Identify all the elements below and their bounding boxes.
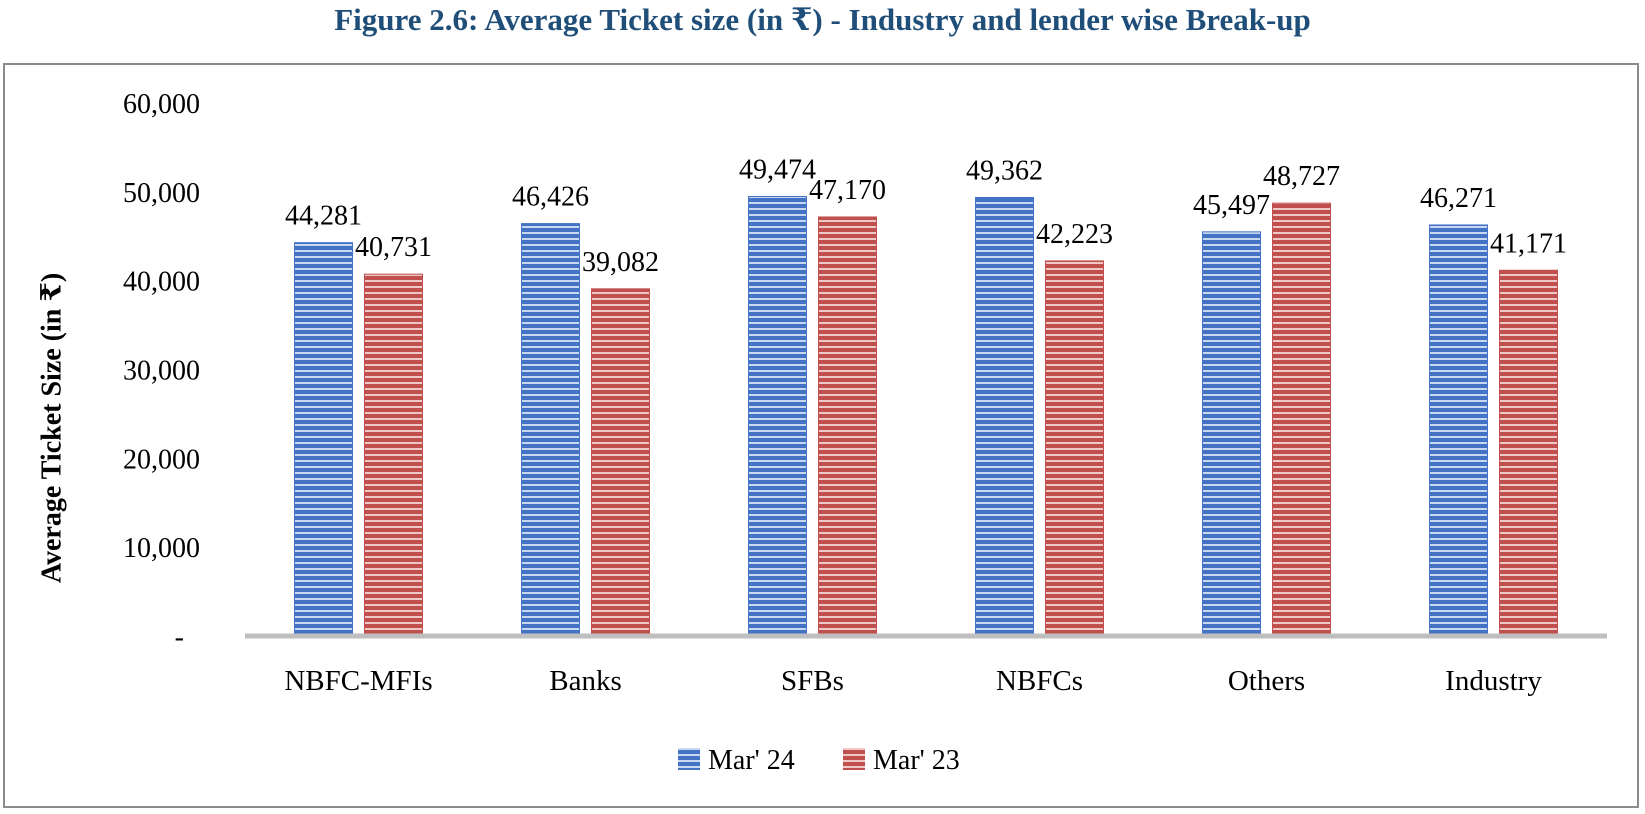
data-label: 40,731 [355, 232, 432, 263]
data-label: 44,281 [285, 201, 362, 232]
y-tick-label: 10,000 [123, 533, 200, 564]
bar-mar-23-others [1272, 202, 1331, 635]
bar-mar-24-banks [521, 223, 580, 635]
data-label: 48,727 [1263, 161, 1340, 192]
x-category-label: Industry [1445, 665, 1542, 697]
y-tick-label: 60,000 [123, 89, 200, 120]
bar-mar-24-industry [1429, 224, 1488, 635]
legend-label-mar-24: Mar' 24 [708, 745, 795, 776]
chart-frame [3, 63, 1639, 808]
data-label: 41,171 [1490, 228, 1567, 259]
bar-mar-23-banks [591, 288, 650, 635]
y-tick-label: 40,000 [123, 267, 200, 298]
figure-title: Figure 2.6: Average Ticket size (in ₹) -… [334, 2, 1311, 37]
data-label: 45,497 [1193, 190, 1270, 221]
y-axis-ticks: - 10,000 20,000 30,000 40,000 50,000 60,000 [123, 89, 200, 653]
bars [294, 196, 1558, 635]
bar-mar-23-industry [1499, 269, 1558, 635]
bar-mar-23-nbfcs [1045, 260, 1104, 635]
data-label: 49,474 [739, 155, 816, 186]
data-label: 39,082 [582, 247, 659, 278]
bar-mar-24-nbfcs [975, 197, 1034, 635]
data-label: 46,426 [512, 182, 589, 213]
legend-swatch-mar-24 [678, 748, 700, 770]
y-axis-label-group: Average Ticket Size (in ₹) [36, 273, 67, 583]
y-tick-label: 30,000 [123, 356, 200, 387]
x-category-label: SFBs [781, 665, 844, 697]
bar-mar-24-sfbs [748, 196, 807, 635]
data-label: 42,223 [1036, 219, 1113, 250]
bar-mar-24-others [1202, 231, 1261, 635]
legend: Mar' 24 Mar' 23 [678, 745, 960, 776]
bar-mar-24-nbfc-mfis [294, 242, 353, 635]
bar-mar-23-nbfc-mfis [364, 273, 423, 635]
bar-mar-23-sfbs [818, 216, 877, 635]
y-tick-label: 20,000 [123, 444, 200, 475]
x-category-label: Others [1228, 665, 1305, 697]
x-category-label: Banks [549, 665, 622, 697]
data-label: 46,271 [1420, 183, 1497, 214]
legend-swatch-mar-23 [843, 748, 865, 770]
x-category-label: NBFC-MFIs [284, 665, 432, 697]
x-axis-categories: NBFC-MFIs Banks SFBs NBFCs Others Industry [284, 665, 1542, 697]
legend-label-mar-23: Mar' 23 [873, 745, 960, 776]
data-label: 49,362 [966, 156, 1043, 187]
y-tick-label: - [175, 622, 184, 653]
y-axis-label: Average Ticket Size (in ₹) [36, 273, 67, 583]
x-category-label: NBFCs [996, 665, 1083, 697]
data-label: 47,170 [809, 175, 886, 206]
y-tick-label: 50,000 [123, 178, 200, 209]
